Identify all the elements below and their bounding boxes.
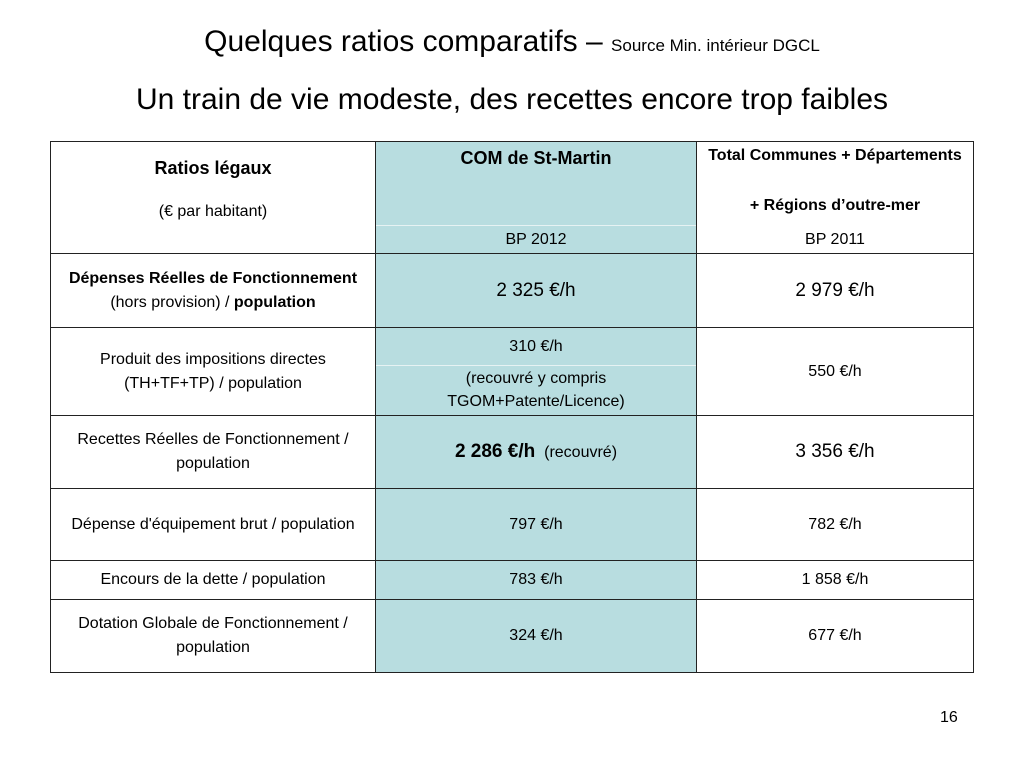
row-com-value: 2 325 €/h [375,253,697,328]
row-label: Dotation Globale de Fonctionnement / pop… [50,599,376,673]
header-ratios-unit: (€ par habitant) [158,203,268,220]
row-com-value: 797 €/h [375,488,697,561]
table-row-depenses: Dépenses Réelles de Fonctionnement (hors… [50,253,974,328]
row-com-cell: 310 €/h (recouvré y compris TGOM+Patente… [375,327,697,416]
title-main: Quelques ratios comparatifs – [204,25,612,58]
table-row-recettes: Recettes Réelles de Fonctionnement / pop… [50,415,974,489]
row-label: Produit des impositions directes (TH+TF+… [50,327,376,416]
header-ratios-cell: Ratios légaux (€ par habitant) [50,141,376,254]
header-ratios-title: Ratios légaux [154,158,272,178]
row-label-bold: Dépenses Réelles de Fonctionnement [68,269,358,287]
table-row-dette: Encours de la dette / population 783 €/h… [50,560,974,600]
row-total-value: 3 356 €/h [696,415,974,489]
row-com-value: 783 €/h [375,560,697,600]
header-total-line2: + Régions d’outre-mer [749,197,921,214]
header-total-line1: Total Communes + Départements [708,147,962,164]
row-com-note: (recouvré y compris TGOM+Patente/Licence… [447,370,625,410]
row-com-cell: 2 286 €/h (recouvré) [375,415,697,489]
row-label-bold-end: population [233,293,316,311]
header-com-year: BP 2012 [376,225,696,253]
table-row-produit: Produit des impositions directes (TH+TF+… [50,327,974,416]
row-com-value: 310 €/h [376,328,696,366]
row-total-value: 2 979 €/h [696,253,974,328]
row-com-value: 324 €/h [375,599,697,673]
table-header-row: Ratios légaux (€ par habitant) COM de St… [50,141,974,254]
ratios-table: Ratios légaux (€ par habitant) COM de St… [50,141,974,673]
row-label: Encours de la dette / population [50,560,376,600]
row-total-value: 782 €/h [696,488,974,561]
row-total-value: 1 858 €/h [696,560,974,600]
header-com-title: COM de St-Martin [460,148,612,168]
row-label: Recettes Réelles de Fonctionnement / pop… [50,415,376,489]
slide-title: Quelques ratios comparatifs – Source Min… [0,22,1024,66]
title-source: Source Min. intérieur DGCL [611,36,820,55]
row-com-value: 2 286 €/h [454,440,536,462]
page-number: 16 [940,709,958,726]
row-total-value: 550 €/h [696,327,974,416]
row-label: Dépenses Réelles de Fonctionnement (hors… [50,253,376,328]
table-row-equipement: Dépense d'équipement brut / population 7… [50,488,974,561]
slide-subtitle: Un train de vie modeste, des recettes en… [135,83,889,116]
header-total-cell: Total Communes + Départements + Régions … [696,141,974,254]
row-total-value: 677 €/h [696,599,974,673]
row-label: Dépense d'équipement brut / population [50,488,376,561]
header-total-year: BP 2011 [805,231,865,248]
row-label-normal: (hors provision) / [110,293,234,311]
header-com-cell: COM de St-Martin BP 2012 [375,141,697,254]
row-com-note: (recouvré) [544,443,618,461]
table-row-dotation: Dotation Globale de Fonctionnement / pop… [50,599,974,673]
